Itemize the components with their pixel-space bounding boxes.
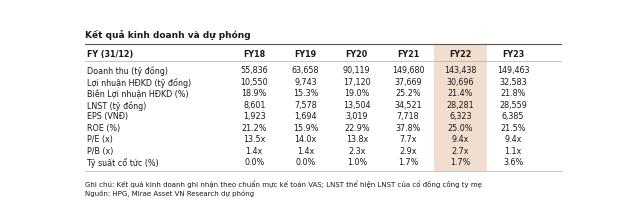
Text: 149,463: 149,463 <box>497 66 529 75</box>
Text: 1.4x: 1.4x <box>297 147 314 156</box>
Text: EPS (VNĐ): EPS (VNĐ) <box>86 112 128 121</box>
Text: 1.7%: 1.7% <box>450 158 471 167</box>
Text: 14.0x: 14.0x <box>294 135 317 145</box>
Text: 34,521: 34,521 <box>394 101 422 110</box>
Text: 17,120: 17,120 <box>343 78 370 87</box>
Text: Nguồn: HPG, Mirae Asset VN Research dự phóng: Nguồn: HPG, Mirae Asset VN Research dự p… <box>84 190 254 197</box>
Text: 22.9%: 22.9% <box>344 124 370 133</box>
Text: 7.7x: 7.7x <box>399 135 417 145</box>
Text: 21.2%: 21.2% <box>241 124 267 133</box>
Text: 1.1x: 1.1x <box>505 147 522 156</box>
Text: 2.9x: 2.9x <box>399 147 417 156</box>
Text: ROE (%): ROE (%) <box>86 124 120 133</box>
Text: 149,680: 149,680 <box>392 66 425 75</box>
Text: 0.0%: 0.0% <box>244 158 265 167</box>
Text: FY (31/12): FY (31/12) <box>86 51 133 60</box>
Text: 2.3x: 2.3x <box>348 147 365 156</box>
Text: FY19: FY19 <box>294 51 317 60</box>
Text: Tỷ suất cổ tức (%): Tỷ suất cổ tức (%) <box>86 158 159 168</box>
Text: 10,550: 10,550 <box>241 78 268 87</box>
Text: FY18: FY18 <box>243 51 265 60</box>
Text: 3.6%: 3.6% <box>503 158 523 167</box>
Text: FY20: FY20 <box>346 51 368 60</box>
Text: FY21: FY21 <box>397 51 419 60</box>
Text: 1,694: 1,694 <box>294 112 317 121</box>
Text: 1.4x: 1.4x <box>246 147 263 156</box>
Text: 7,718: 7,718 <box>397 112 420 121</box>
Text: 28,281: 28,281 <box>447 101 474 110</box>
Text: LNST (tỷ đồng): LNST (tỷ đồng) <box>86 101 146 111</box>
Bar <box>433 44 488 171</box>
Text: 2.7x: 2.7x <box>452 147 469 156</box>
Text: Ghi chú: Kết quả kinh doanh ghi nhận theo chuẩn mực kế toán VAS; LNST thể hiện L: Ghi chú: Kết quả kinh doanh ghi nhận the… <box>84 181 481 188</box>
Text: 0.0%: 0.0% <box>295 158 316 167</box>
Text: 13,504: 13,504 <box>343 101 370 110</box>
Text: 3,019: 3,019 <box>346 112 368 121</box>
Text: 1.0%: 1.0% <box>346 158 367 167</box>
Text: Kết quả kinh doanh và dự phóng: Kết quả kinh doanh và dự phóng <box>84 30 250 40</box>
Text: 8,601: 8,601 <box>243 101 265 110</box>
Text: 9.4x: 9.4x <box>452 135 469 145</box>
Text: 30,696: 30,696 <box>447 78 474 87</box>
Text: 6,385: 6,385 <box>502 112 524 121</box>
Text: 28,559: 28,559 <box>499 101 527 110</box>
Text: P/B (x): P/B (x) <box>86 147 113 156</box>
Text: 19.0%: 19.0% <box>344 89 370 99</box>
Text: P/E (x): P/E (x) <box>86 135 112 145</box>
Text: 6,323: 6,323 <box>449 112 472 121</box>
Text: 25.0%: 25.0% <box>448 124 473 133</box>
Text: 90,119: 90,119 <box>343 66 370 75</box>
Text: Lợi nhuận HĐKD (tỷ đồng): Lợi nhuận HĐKD (tỷ đồng) <box>86 78 191 88</box>
Text: 21.4%: 21.4% <box>448 89 473 99</box>
Text: 32,583: 32,583 <box>499 78 527 87</box>
Text: 18.9%: 18.9% <box>241 89 267 99</box>
Text: 13.8x: 13.8x <box>346 135 368 145</box>
Text: 9.4x: 9.4x <box>505 135 522 145</box>
Text: 143,438: 143,438 <box>444 66 477 75</box>
Text: 1,923: 1,923 <box>243 112 266 121</box>
Text: 55,836: 55,836 <box>241 66 268 75</box>
Text: 7,578: 7,578 <box>294 101 317 110</box>
Text: 15.9%: 15.9% <box>293 124 318 133</box>
Text: 37,669: 37,669 <box>394 78 422 87</box>
Text: 9,743: 9,743 <box>294 78 317 87</box>
Text: 15.3%: 15.3% <box>293 89 318 99</box>
Text: FY23: FY23 <box>502 51 524 60</box>
Text: 25.2%: 25.2% <box>395 89 421 99</box>
Text: 1.7%: 1.7% <box>398 158 418 167</box>
Text: 13.5x: 13.5x <box>243 135 265 145</box>
Text: 21.8%: 21.8% <box>500 89 526 99</box>
Text: 63,658: 63,658 <box>292 66 319 75</box>
Text: Doanh thu (tỷ đồng): Doanh thu (tỷ đồng) <box>86 66 168 77</box>
Text: FY22: FY22 <box>449 51 472 60</box>
Text: 37.8%: 37.8% <box>396 124 421 133</box>
Text: Biên Lợi nhuận HĐKD (%): Biên Lợi nhuận HĐKD (%) <box>86 89 188 99</box>
Text: 21.5%: 21.5% <box>500 124 526 133</box>
